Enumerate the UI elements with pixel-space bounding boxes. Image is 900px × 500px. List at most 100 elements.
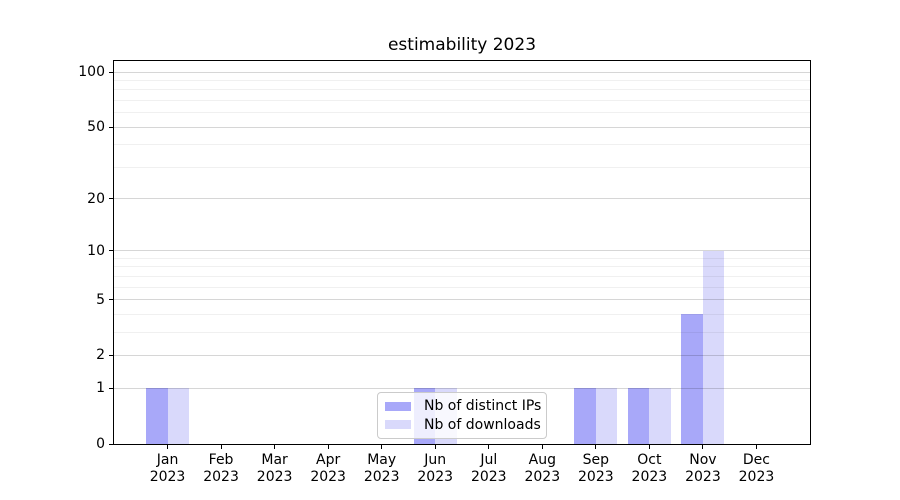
x-tick bbox=[327, 445, 329, 449]
bar-downloads-jan bbox=[167, 388, 190, 444]
gridline-minor bbox=[114, 89, 810, 91]
gridline-major bbox=[114, 71, 810, 73]
x-tick-month: Jun bbox=[424, 452, 447, 468]
gridline-minor bbox=[114, 257, 810, 259]
plot-area: 0 1 2 5 10 20 50 100 Jan 2023 Feb 2023 Mar 2023 Apr 202… bbox=[78, 60, 811, 485]
gridline-minor bbox=[114, 80, 810, 82]
legend-label-downloads: Nb of downloads bbox=[424, 416, 541, 433]
x-tick-year: 2023 bbox=[685, 469, 721, 485]
gridline-minor bbox=[114, 100, 810, 102]
x-tick bbox=[274, 445, 276, 449]
x-tick-month: Apr bbox=[316, 452, 341, 468]
y-tick bbox=[109, 71, 113, 73]
x-tick-label: Jan 2023 bbox=[136, 452, 200, 486]
x-tick-year: 2023 bbox=[631, 469, 668, 485]
x-tick-label: Jun 2023 bbox=[403, 452, 467, 486]
y-tick bbox=[109, 126, 113, 128]
x-tick-year: 2023 bbox=[470, 469, 507, 485]
y-tick-label: 10 bbox=[87, 242, 105, 259]
x-tick-label: May 2023 bbox=[350, 452, 414, 486]
gridline-major bbox=[114, 198, 810, 200]
y-tick-label: 20 bbox=[87, 190, 105, 207]
x-tick-label: Aug 2023 bbox=[510, 452, 574, 486]
x-tick-label: Mar 2023 bbox=[243, 452, 307, 486]
x-tick-month: Sep bbox=[582, 452, 610, 468]
y-tick bbox=[109, 250, 113, 252]
x-tick bbox=[434, 445, 436, 449]
gridline-major bbox=[114, 387, 810, 389]
x-tick-label: Dec 2023 bbox=[724, 452, 788, 486]
x-tick-year: 2023 bbox=[310, 469, 346, 485]
x-tick-label: Apr 2023 bbox=[296, 452, 360, 486]
legend-item-distinct-ips: Nb of distinct IPs bbox=[384, 397, 542, 415]
x-tick-month: Dec bbox=[742, 452, 770, 468]
x-tick-month: Mar bbox=[261, 452, 288, 468]
gridline-minor bbox=[114, 144, 810, 146]
bar-distinct-ips-oct bbox=[627, 388, 650, 444]
x-tick-month: Jul bbox=[480, 452, 498, 468]
x-tick bbox=[595, 445, 597, 449]
x-tick-year: 2023 bbox=[149, 469, 186, 485]
y-tick bbox=[109, 443, 113, 445]
bar-distinct-ips-jan bbox=[146, 388, 168, 444]
chart-title: estimability 2023 bbox=[387, 35, 537, 55]
x-tick-year: 2023 bbox=[738, 469, 775, 485]
legend: Nb of distinct IPs Nb of downloads bbox=[377, 392, 547, 439]
y-tick bbox=[109, 387, 113, 389]
x-tick-year: 2023 bbox=[363, 469, 400, 485]
gridline-minor bbox=[114, 275, 810, 277]
x-tick-label: Jul 2023 bbox=[457, 452, 521, 486]
x-tick-label: Nov 2023 bbox=[671, 452, 735, 486]
x-tick-label: Feb 2023 bbox=[189, 452, 253, 486]
x-tick bbox=[167, 445, 169, 449]
gridline-major bbox=[114, 354, 810, 356]
gridline-minor bbox=[114, 166, 810, 168]
y-tick-label: 1 bbox=[96, 380, 105, 397]
y-tick bbox=[109, 354, 113, 356]
x-tick bbox=[381, 445, 383, 449]
x-tick-year: 2023 bbox=[203, 469, 239, 485]
x-tick-month: Nov bbox=[689, 452, 717, 468]
y-tick bbox=[109, 198, 113, 200]
gridline-minor bbox=[114, 313, 810, 315]
legend-item-downloads: Nb of downloads bbox=[384, 416, 541, 434]
x-tick-label: Oct 2023 bbox=[617, 452, 681, 486]
y-tick-label: 2 bbox=[96, 347, 105, 364]
x-tick-year: 2023 bbox=[578, 469, 614, 485]
gridline-major bbox=[114, 126, 810, 128]
bar-downloads-nov bbox=[702, 250, 725, 444]
x-tick-year: 2023 bbox=[256, 469, 293, 485]
gridline-major bbox=[114, 250, 810, 252]
x-tick bbox=[702, 445, 704, 449]
legend-label-distinct-ips: Nb of distinct IPs bbox=[424, 398, 542, 415]
x-tick-year: 2023 bbox=[417, 469, 454, 485]
x-tick bbox=[648, 445, 650, 449]
y-tick bbox=[109, 299, 113, 301]
bar-distinct-ips-sep bbox=[574, 388, 596, 444]
gridline-minor bbox=[114, 331, 810, 333]
bar-downloads-oct bbox=[649, 388, 671, 444]
gridline-minor bbox=[114, 286, 810, 288]
x-tick-month: Aug bbox=[528, 452, 556, 468]
x-tick-month: May bbox=[367, 452, 397, 468]
x-tick bbox=[541, 445, 543, 449]
x-tick-month: Jan bbox=[156, 452, 179, 468]
legend-swatch-distinct-ips bbox=[385, 401, 411, 411]
x-tick bbox=[755, 445, 757, 449]
y-tick-label: 100 bbox=[78, 64, 105, 81]
x-tick-month: Feb bbox=[208, 452, 234, 468]
gridline-minor bbox=[114, 112, 810, 114]
x-tick-month: Oct bbox=[637, 452, 662, 468]
bar-downloads-sep bbox=[595, 388, 618, 444]
gridline-minor bbox=[114, 266, 810, 268]
x-tick bbox=[220, 445, 222, 449]
gridline-major bbox=[114, 299, 810, 301]
bar-distinct-ips-nov bbox=[681, 314, 703, 444]
x-tick-year: 2023 bbox=[524, 469, 561, 485]
y-tick-label: 50 bbox=[87, 119, 105, 136]
x-tick bbox=[488, 445, 490, 449]
legend-swatch-downloads bbox=[385, 420, 411, 430]
y-tick-label: 0 bbox=[96, 436, 105, 452]
x-tick-label: Sep 2023 bbox=[564, 452, 628, 486]
